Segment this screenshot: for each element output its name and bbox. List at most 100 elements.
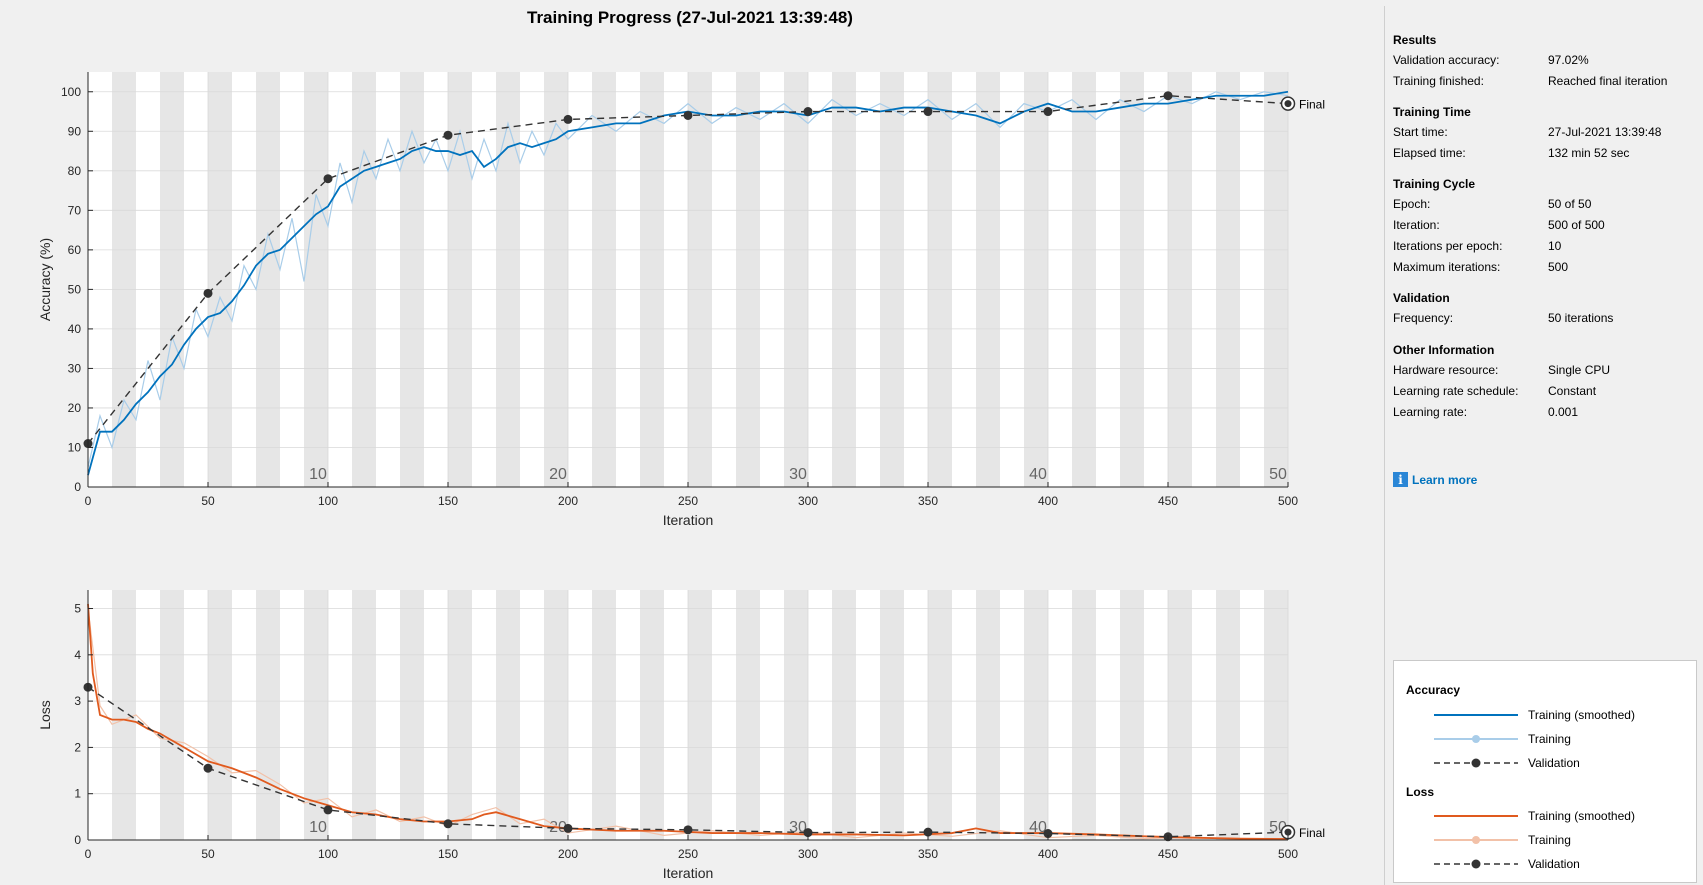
epoch-band — [160, 72, 184, 487]
y-tick-label: 0 — [74, 480, 81, 494]
legend-label: Training (smoothed) — [1528, 708, 1635, 722]
epoch-band — [544, 590, 568, 840]
accuracy-validation-point — [203, 288, 213, 298]
x-tick-label: 350 — [918, 847, 938, 861]
x-tick-label: 0 — [85, 494, 92, 508]
epoch-band — [640, 590, 664, 840]
loss-training-smoothed-line — [87, 603, 1289, 840]
info-row: Maximum iterations: 500 — [1393, 257, 1693, 278]
legend-marker — [1472, 735, 1480, 743]
learn-more-link[interactable]: i Learn more — [1393, 472, 1477, 487]
epoch-band — [976, 590, 1000, 840]
epoch-band — [1264, 72, 1288, 487]
epoch-band — [400, 72, 424, 487]
legend-loss-training: Training — [1432, 830, 1682, 850]
training-cycle-heading: Training Cycle — [1393, 177, 1476, 191]
info-row: Frequency: 50 iterations — [1393, 308, 1693, 329]
accuracy-validation-point — [323, 174, 333, 184]
loss-validation-point — [923, 827, 933, 837]
info-row: Learning rate: 0.001 — [1393, 402, 1693, 423]
epoch-band — [736, 72, 760, 487]
info-row: Start time: 27-Jul-2021 13:39:48 — [1393, 122, 1693, 143]
page-title: Training Progress (27-Jul-2021 13:39:48) — [527, 8, 853, 27]
y-tick-label: 40 — [68, 322, 82, 336]
y-tick-label: 10 — [68, 440, 82, 454]
accuracy-validation-point — [443, 130, 453, 140]
legend-accuracy-validation: Validation — [1432, 753, 1682, 773]
info-value: 10 — [1548, 239, 1562, 253]
y-tick-label: 60 — [68, 243, 82, 257]
epoch-band — [688, 590, 712, 840]
info-value: 50 of 50 — [1548, 197, 1592, 211]
epoch-band — [400, 590, 424, 840]
info-value: Reached final iteration — [1548, 74, 1668, 88]
training-cycle-section: Training Cycle Epoch: 50 of 50 Iteration:… — [1393, 174, 1693, 278]
x-tick-label: 50 — [201, 494, 215, 508]
info-value: 500 of 500 — [1548, 218, 1605, 232]
epoch-band — [640, 72, 664, 487]
accuracy-validation-point — [683, 110, 693, 120]
y-tick-label: 100 — [61, 85, 81, 99]
epoch-band — [688, 72, 712, 487]
epoch-band — [1168, 590, 1192, 840]
results-heading: Results — [1393, 33, 1437, 47]
epoch-band — [496, 72, 520, 487]
accuracy-validation-point — [803, 107, 813, 117]
accuracy-final-point — [1284, 100, 1292, 108]
x-tick-label: 400 — [1038, 847, 1058, 861]
legend-loss-validation: Validation — [1432, 854, 1682, 874]
y-tick-label: 0 — [74, 833, 81, 847]
validation-section: Validation Frequency: 50 iterations — [1393, 288, 1693, 329]
epoch-band — [832, 590, 856, 840]
epoch-label: 40 — [1029, 466, 1047, 483]
epoch-band — [208, 72, 232, 487]
legend-accuracy-training: Training — [1432, 729, 1682, 749]
info-row: Learning rate schedule: Constant — [1393, 381, 1693, 402]
legend-label: Training (smoothed) — [1528, 809, 1635, 823]
epoch-band — [832, 72, 856, 487]
epoch-band — [1072, 590, 1096, 840]
info-row: Validation accuracy: 97.02% — [1393, 50, 1693, 71]
info-key: Validation accuracy: — [1393, 53, 1500, 67]
info-value: 97.02% — [1548, 53, 1589, 67]
legend-loss-title: Loss — [1406, 785, 1435, 799]
epoch-band — [208, 590, 232, 840]
x-tick-label: 250 — [678, 847, 698, 861]
epoch-label: 10 — [309, 819, 327, 836]
epoch-band — [1120, 72, 1144, 487]
x-tick-label: 500 — [1278, 847, 1298, 861]
epoch-label: 40 — [1029, 819, 1047, 836]
x-tick-label: 100 — [318, 494, 338, 508]
legend-loss-smoothed: Training (smoothed) — [1432, 806, 1682, 826]
y-tick-label: 70 — [68, 203, 82, 217]
accuracy-validation-point — [1043, 107, 1053, 117]
epoch-band — [928, 590, 952, 840]
info-value: 0.001 — [1548, 405, 1579, 419]
epoch-label: 10 — [309, 466, 327, 483]
x-tick-label: 500 — [1278, 494, 1298, 508]
x-tick-label: 300 — [798, 494, 818, 508]
y-tick-label: 4 — [74, 648, 81, 662]
info-panel: Results Validation accuracy: 97.02% Train… — [1384, 6, 1703, 885]
legend-label: Validation — [1528, 857, 1580, 871]
epoch-band — [304, 590, 328, 840]
info-row: Elapsed time: 132 min 52 sec — [1393, 143, 1693, 164]
accuracy-validation-point — [563, 114, 573, 124]
training-time-section: Training Time Start time: 27-Jul-2021 13:… — [1393, 102, 1693, 164]
x-tick-label: 50 — [201, 847, 215, 861]
accuracy-training-smoothed-line — [87, 90, 1289, 476]
final-label: Final — [1299, 826, 1325, 840]
epoch-band — [256, 590, 280, 840]
epoch-band — [352, 72, 376, 487]
y-tick-label: 5 — [74, 602, 81, 616]
y-tick-label: 1 — [74, 787, 81, 801]
epoch-band — [352, 590, 376, 840]
epoch-band — [1120, 590, 1144, 840]
learn-more-label: Learn more — [1412, 472, 1478, 487]
x-tick-label: 450 — [1158, 847, 1178, 861]
x-tick-label: 300 — [798, 847, 818, 861]
info-key: Hardware resource: — [1393, 363, 1499, 377]
x-axis-label: Iteration — [663, 512, 714, 528]
legend-marker — [1471, 859, 1481, 869]
